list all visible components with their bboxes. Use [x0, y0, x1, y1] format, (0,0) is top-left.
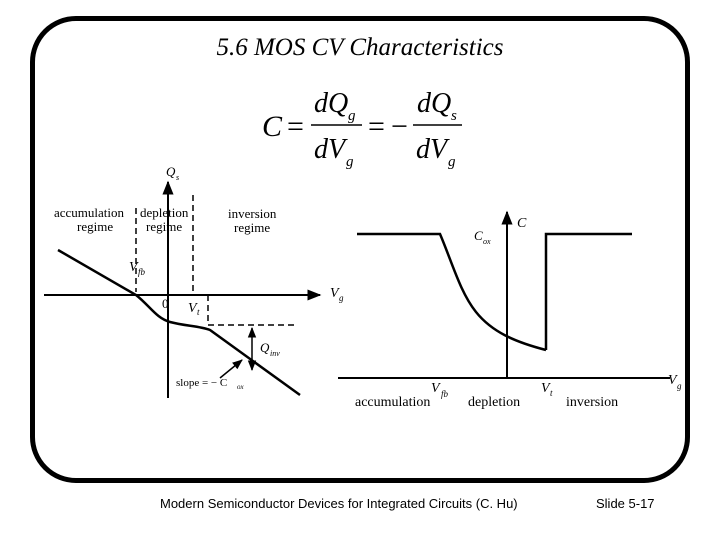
capacitance-equation: C = dQ g dV g = − dQ s dV g	[262, 88, 462, 170]
cox-label: C	[474, 228, 483, 243]
origin-label: 0	[162, 296, 169, 311]
vg-axis-label: V	[330, 286, 340, 301]
depletion-regime-label-2: regime	[146, 219, 182, 234]
qinv-label: Q	[260, 340, 270, 355]
eq-den2-sub: g	[448, 154, 456, 170]
eq-num2: dQ	[417, 88, 451, 119]
vt-label-right-sub: t	[550, 388, 553, 398]
inversion-label: inversion	[566, 395, 618, 410]
eq-den2: dV	[416, 134, 450, 165]
eq-den1: dV	[314, 134, 348, 165]
vfb-label: V	[129, 260, 139, 275]
accumulation-regime-label-2: regime	[77, 219, 113, 234]
eq-minus: −	[391, 110, 408, 143]
vg-axis-label-right-sub: g	[677, 381, 682, 391]
slide-title: 5.6 MOS CV Characteristics	[216, 34, 504, 61]
eq-equals: =	[287, 110, 304, 143]
vt-label-right: V	[541, 381, 551, 396]
c-curve-inversion	[544, 232, 632, 350]
inversion-regime-label-2: regime	[234, 220, 270, 235]
c-curve	[357, 232, 547, 352]
vg-axis-label-sub: g	[339, 293, 344, 303]
inversion-regime-label-1: inversion	[228, 206, 277, 221]
slope-label-sub: ox	[237, 383, 245, 391]
vg-axis-label-right: V	[668, 373, 678, 388]
c-axis-label: C	[517, 216, 527, 231]
qs-vs-vg-diagram: Q s accumulation regime depletion regime…	[44, 164, 344, 398]
vfb-label-right-sub: fb	[441, 389, 449, 399]
slide-number: Slide 5-17	[596, 496, 655, 511]
depletion-regime-label-1: depletion	[140, 205, 189, 220]
qs-axis-label-sub: s	[176, 173, 179, 182]
vt-label-sub: t	[197, 307, 200, 317]
slide-frame	[30, 16, 690, 483]
eq-num2-sub: s	[451, 108, 457, 124]
eq-num1-sub: g	[348, 108, 356, 124]
qs-curve	[57, 248, 301, 397]
slope-arrow	[219, 359, 243, 379]
accumulation-regime-label-1: accumulation	[54, 205, 125, 220]
eq-den1-sub: g	[346, 154, 354, 170]
eq-equals-2: =	[368, 110, 385, 143]
footer-citation: Modern Semiconductor Devices for Integra…	[160, 496, 518, 511]
eq-lhs: C	[262, 110, 283, 143]
vfb-label-right: V	[431, 381, 441, 396]
c-vs-vg-diagram: C C ox V fb V t V g accumulation depleti…	[338, 210, 682, 410]
qs-axis-label: Q	[166, 164, 176, 179]
cox-label-sub: ox	[483, 237, 491, 246]
eq-num1: dQ	[314, 88, 348, 119]
qinv-label-sub: inv	[270, 349, 280, 358]
slope-label: slope = − C	[176, 377, 227, 389]
vt-label: V	[188, 301, 198, 316]
accumulation-label: accumulation	[355, 395, 430, 410]
vfb-label-sub: fb	[138, 267, 146, 277]
depletion-label: depletion	[468, 395, 520, 410]
